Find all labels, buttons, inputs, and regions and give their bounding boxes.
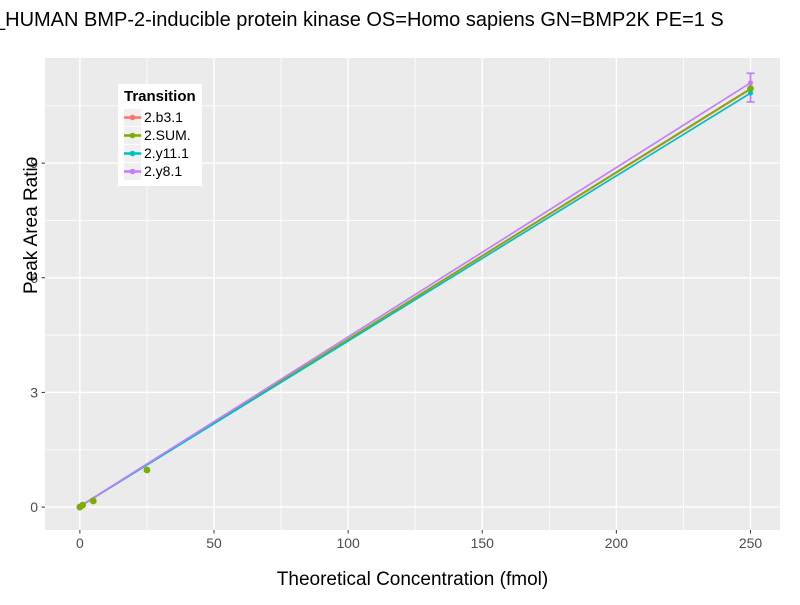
data-point: [747, 80, 753, 86]
legend-key: [124, 126, 141, 144]
legend-item-label: 2.y11.1: [144, 145, 189, 161]
legend-item-label: 2.y8.1: [144, 163, 183, 179]
legend-item: 2.b3.1: [124, 108, 196, 126]
x-axis-title: Theoretical Concentration (fmol): [276, 569, 549, 590]
x-tick-label: 50: [206, 535, 222, 551]
x-tick-label: 150: [471, 535, 495, 551]
x-tick-label: 0: [76, 535, 84, 551]
x-tick-labels: 0 50 100 150 200 250: [76, 535, 762, 551]
legend-key: [124, 108, 141, 126]
y-tick-label: 6: [30, 270, 38, 286]
series-points: [76, 85, 754, 511]
axis-ticks: [41, 162, 751, 534]
legend-key: [124, 144, 141, 162]
x-tick-label: 200: [605, 535, 629, 551]
data-point: [79, 501, 86, 509]
data-point: [89, 497, 97, 505]
y-tick-label: 0: [30, 499, 38, 515]
series-line: [79, 92, 751, 508]
legend: Transition 2.b3.1 2.SUM. 2.y11.1 2.y8.1: [118, 84, 202, 186]
y-tick-labels: 0 3 6 9: [30, 155, 38, 515]
x-tick-label: 100: [336, 535, 360, 551]
y-tick-label: 9: [30, 155, 38, 171]
legend-title: Transition: [124, 88, 196, 105]
legend-key: [124, 162, 141, 180]
legend-item-label: 2.SUM.: [144, 127, 191, 143]
legend-item: 2.SUM.: [124, 126, 196, 144]
y-tick-label: 3: [30, 384, 38, 400]
legend-items: 2.b3.1 2.SUM. 2.y11.1 2.y8.1: [124, 108, 196, 180]
series-line: [79, 82, 751, 508]
legend-item-label: 2.b3.1: [144, 109, 183, 125]
chart-title: _HUMAN BMP-2-inducible protein kinase OS…: [0, 9, 724, 31]
data-point: [747, 85, 754, 92]
legend-item: 2.y11.1: [124, 144, 196, 162]
x-tick-label: 250: [739, 535, 763, 551]
data-point: [747, 90, 753, 96]
legend-item: 2.y8.1: [124, 162, 196, 180]
series-points: [747, 90, 753, 96]
series-points: [747, 80, 753, 86]
data-point: [143, 466, 151, 474]
